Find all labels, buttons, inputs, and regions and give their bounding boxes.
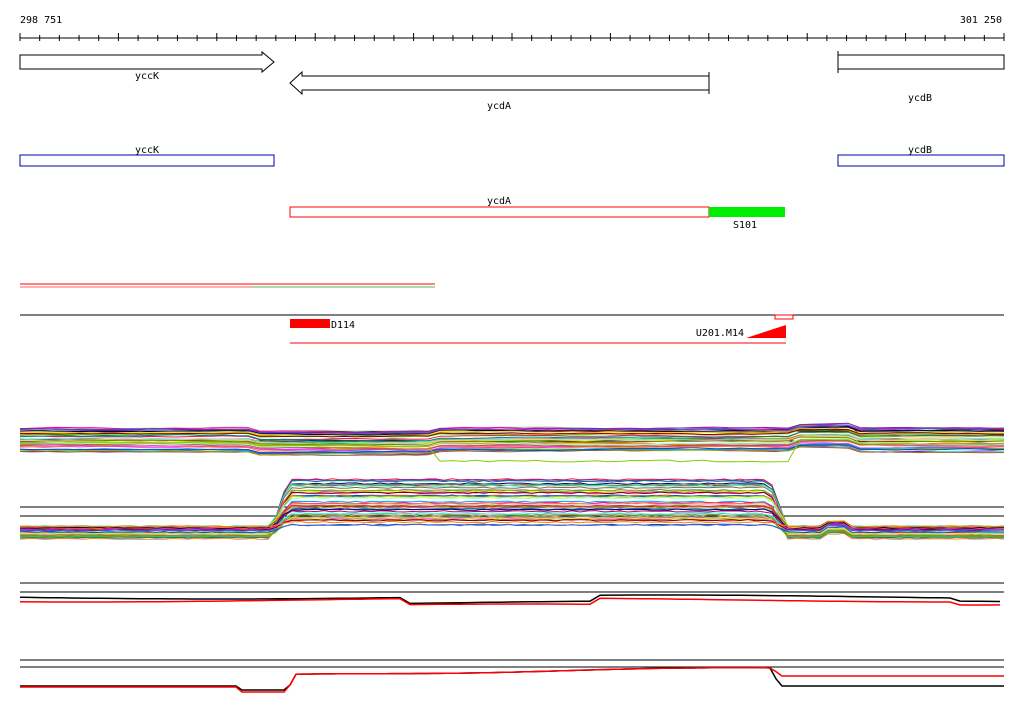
expression-line [19, 425, 1005, 436]
expression-panel-3 [19, 582, 1004, 606]
transcript-box-ycck[interactable] [19, 154, 275, 167]
expression-panel-1 [19, 422, 1005, 463]
expression-line [19, 518, 1005, 531]
expression-line [19, 436, 1005, 446]
expression-line [20, 439, 1005, 463]
segment-box-d114[interactable] [290, 319, 330, 328]
expression-line [19, 597, 1001, 606]
expression-line [19, 478, 1005, 530]
feature-label-s101: S101 [733, 220, 757, 231]
expression-line [19, 431, 1005, 441]
segment-track: D114 U201.M14 [20, 314, 1004, 344]
expression-line [19, 431, 1005, 442]
gene-arrow-ycda[interactable] [289, 70, 710, 96]
expression-line [19, 428, 1004, 438]
feature-track: ycdA S101 [289, 196, 785, 231]
expression-line [19, 422, 1005, 434]
ruler-end-label: 301 250 [960, 15, 1002, 26]
transcript-track: yccK ycdB [19, 145, 1005, 167]
expression-line [19, 435, 1005, 445]
expression-line [20, 666, 1004, 693]
expression-panel-2 [19, 478, 1005, 540]
expression-line [19, 523, 1004, 532]
expression-line [19, 502, 1005, 540]
segment-tick-u201 [774, 314, 794, 320]
expression-line [19, 594, 1001, 605]
segment-label-u201: U201.M14 [696, 328, 744, 339]
segment-label-d114: D114 [331, 320, 355, 331]
gene-label-ycda: ycdA [487, 101, 511, 112]
gene-label-ycdb: ycdB [908, 93, 932, 104]
ruler-start-label: 298 751 [20, 15, 62, 26]
transcript-label-ycdb: ycdB [908, 145, 932, 156]
coordinate-ruler: 298 751 301 250 [19, 15, 1005, 41]
gene-track: yccK ycdA ycdB [19, 50, 1005, 112]
ruler-ticks [19, 33, 1005, 41]
gene-box-ycdb[interactable] [837, 54, 1005, 70]
expression-line [19, 516, 1005, 535]
expression-line [20, 438, 1005, 448]
feature-label-ycda: ycdA [487, 196, 511, 207]
feature-box-ycda[interactable] [289, 206, 710, 218]
gene-arrow-ycck[interactable] [19, 50, 275, 74]
gene-label-ycck: yccK [135, 71, 159, 82]
transcript-label-ycck: yccK [135, 145, 159, 156]
segment-wedge-u201[interactable] [746, 325, 786, 338]
expression-line [19, 520, 1005, 528]
expression-line [19, 444, 1004, 454]
transcript-box-ycdb[interactable] [837, 154, 1005, 167]
feature-box-s101[interactable] [709, 207, 785, 217]
expression-line [19, 508, 1005, 530]
expression-line [19, 446, 1005, 456]
expression-panel-4 [20, 659, 1004, 693]
expression-line [19, 494, 1005, 530]
read-strands [20, 283, 435, 288]
